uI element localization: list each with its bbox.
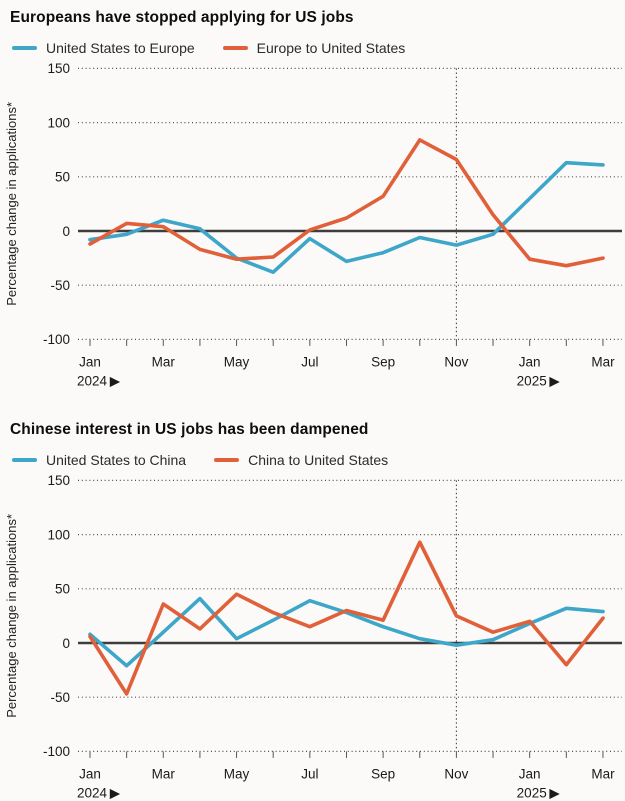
legend-item-china-to-us: China to United States — [214, 452, 388, 468]
x-tick-label: Sep — [371, 766, 395, 781]
chart-title-china: Chinese interest in US jobs has been dam… — [10, 421, 369, 438]
x-year-label: 2024 ▶ — [77, 373, 121, 388]
x-tick-label: Mar — [591, 354, 615, 369]
x-tick-label: Nov — [444, 354, 468, 369]
x-tick-labels: Jan 2024 ▶ Mar May Jul Sep Nov Jan 2025 ▶ Mar — [77, 354, 615, 388]
x-tick-label: Jan — [79, 354, 101, 369]
y-tick-label: 150 — [47, 61, 70, 76]
x-tick-label: Sep — [371, 354, 395, 369]
legend-label-china-to-us: China to United States — [248, 452, 389, 468]
x-tick-labels: Jan 2024 ▶ Mar May Jul Sep Nov Jan 2025 ▶ Mar — [77, 766, 615, 800]
y-tick-label: 0 — [62, 636, 70, 651]
legend-europe: United States to Europe Europe to United… — [12, 39, 625, 57]
y-tick-label: -50 — [50, 278, 70, 293]
x-tick-label: Jul — [301, 354, 318, 369]
y-tick-label: -50 — [50, 690, 70, 705]
chart-title-europe: Europeans have stopped applying for US j… — [10, 9, 354, 26]
legend-swatch-orange — [222, 46, 248, 50]
y-tick-label: 150 — [47, 473, 70, 488]
y-tick-label: 50 — [55, 170, 70, 185]
series-line-0 — [88, 596, 605, 668]
x-tick-label: May — [224, 354, 250, 369]
chart-canvas-europe: 150 100 50 0 -50 -100 Jan 2024 ▶ Mar May Jul Sep Nov… — [0, 59, 625, 400]
x-tick-label: Mar — [152, 354, 176, 369]
series-line-1 — [88, 540, 605, 696]
y-tick-label: 100 — [47, 527, 70, 542]
legend-label-us-to-europe: United States to Europe — [46, 40, 195, 56]
chart-svg: 150 100 50 0 -50 -100 Jan 2024 ▶ Mar May Jul Sep Nov… — [4, 473, 622, 800]
chart-canvas-china: 150 100 50 0 -50 -100 Jan 2024 ▶ Mar May Jul Sep Nov… — [0, 471, 625, 801]
x-tick-label: Jul — [301, 766, 318, 781]
x-tick-marks — [89, 339, 604, 346]
series-line-1 — [88, 138, 605, 268]
x-tick-label: May — [224, 766, 250, 781]
y-tick-label: 100 — [47, 115, 70, 130]
x-tick-label: Mar — [591, 766, 615, 781]
y-tick-label: -100 — [43, 744, 70, 759]
gridlines — [78, 67, 622, 340]
chart-europe: Europeans have stopped applying for US j… — [0, 0, 625, 400]
y-tick-label: -100 — [43, 332, 70, 347]
legend-item-us-to-europe: United States to Europe — [12, 40, 195, 56]
legend-label-us-to-china: United States to China — [46, 452, 187, 468]
legend-swatch-orange — [214, 458, 240, 462]
legend-swatch-blue — [12, 46, 37, 50]
chart-china: Chinese interest in US jobs has been dam… — [0, 412, 625, 801]
y-tick-label: 50 — [55, 582, 70, 597]
y-axis-title: Percentage change in applications* — [4, 102, 19, 306]
legend-swatch-blue — [12, 458, 37, 462]
y-tick-label: 0 — [62, 224, 70, 239]
y-axis-title: Percentage change in applications* — [4, 514, 19, 718]
legend-item-europe-to-us: Europe to United States — [222, 40, 406, 56]
legend-china: United States to China China to United S… — [12, 451, 625, 469]
y-tick-labels: 150 100 50 0 -50 -100 — [43, 473, 70, 759]
legend-item-us-to-china: United States to China — [12, 452, 186, 468]
x-tick-label: Jan — [519, 766, 541, 781]
x-year-label: 2025 ▶ — [517, 785, 561, 800]
chart-svg: 150 100 50 0 -50 -100 Jan 2024 ▶ Mar May Jul Sep Nov… — [4, 61, 622, 388]
x-tick-label: Nov — [444, 766, 468, 781]
x-tick-label: Jan — [79, 766, 101, 781]
x-tick-label: Mar — [152, 766, 176, 781]
x-tick-label: Jan — [519, 354, 541, 369]
series-line-0 — [88, 160, 605, 274]
x-year-label: 2025 ▶ — [517, 373, 561, 388]
legend-label-europe-to-us: Europe to United States — [256, 40, 406, 56]
y-tick-labels: 150 100 50 0 -50 -100 — [43, 61, 70, 347]
x-year-label: 2024 ▶ — [77, 785, 121, 800]
x-tick-marks — [89, 751, 604, 758]
